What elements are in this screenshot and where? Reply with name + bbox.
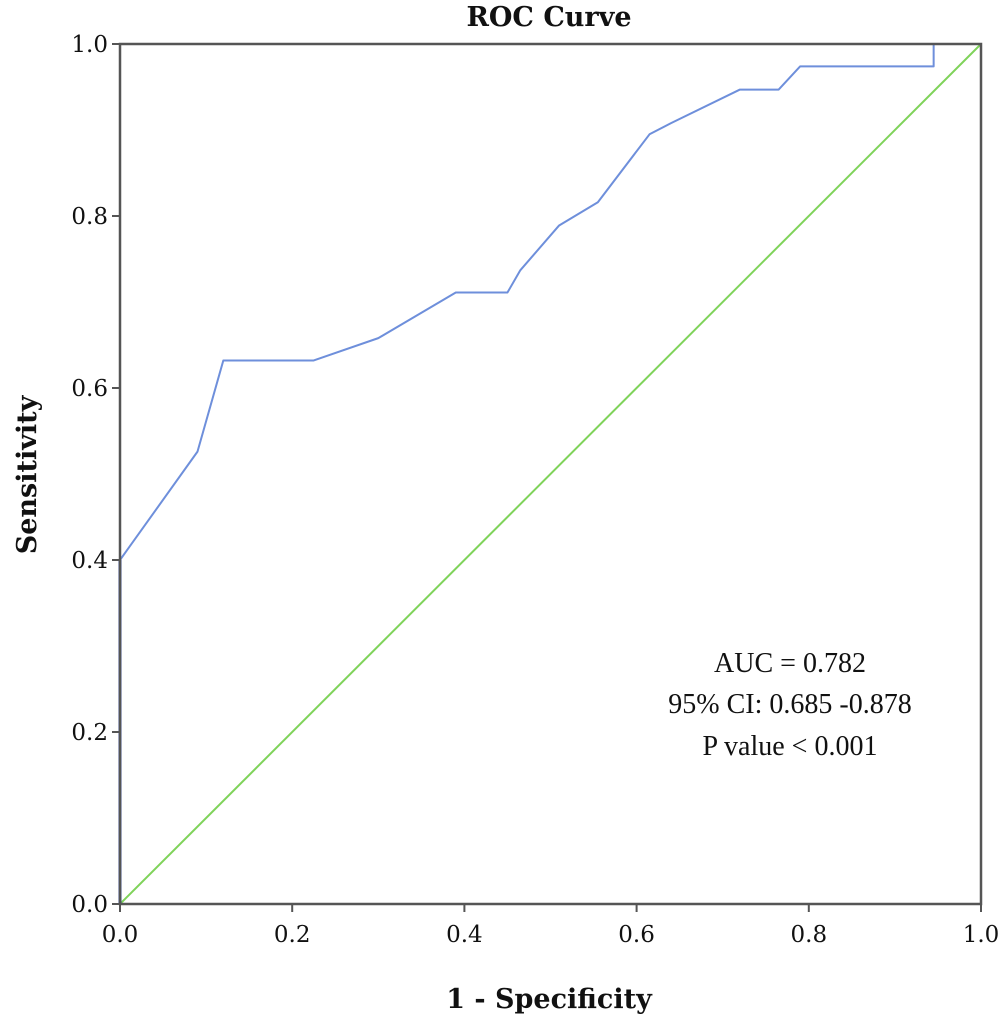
y-tick-label: 0.2 (71, 720, 108, 746)
y-tick-label: 0.0 (71, 892, 108, 918)
x-tick-label: 0.4 (446, 922, 483, 948)
y-tick-label: 0.6 (71, 376, 108, 402)
y-axis-label: Sensitivity (12, 394, 43, 554)
x-tick-label: 0.6 (618, 922, 655, 948)
stats-annotation: AUC = 0.782 95% CI: 0.685 -0.878 P value… (668, 648, 911, 762)
roc-curve-line (119, 43, 981, 904)
x-axis-label: 1 - Specificity (446, 984, 653, 1015)
x-tick-label: 1.0 (963, 922, 1000, 948)
plot-frame (118, 42, 983, 906)
p-value-text: P value < 0.001 (703, 731, 878, 762)
ci-text: 95% CI: 0.685 -0.878 (668, 689, 911, 720)
x-tick-label: 0.2 (274, 922, 311, 948)
x-tick-label: 0.0 (102, 922, 139, 948)
y-tick-label: 0.4 (71, 548, 108, 574)
y-tick-label: 1.0 (71, 32, 108, 58)
reference-diagonal-line (119, 43, 982, 905)
axis-ticks: 0.0 0.2 0.4 0.6 0.8 1.0 0.0 0.2 0.4 0.6 0.8 1.0 (71, 32, 999, 948)
x-tick-label: 0.8 (791, 922, 828, 948)
chart-title: ROC Curve (466, 2, 631, 33)
auc-text: AUC = 0.782 (714, 648, 866, 679)
y-tick-label: 0.8 (71, 204, 108, 230)
plot-area (118, 43, 982, 905)
